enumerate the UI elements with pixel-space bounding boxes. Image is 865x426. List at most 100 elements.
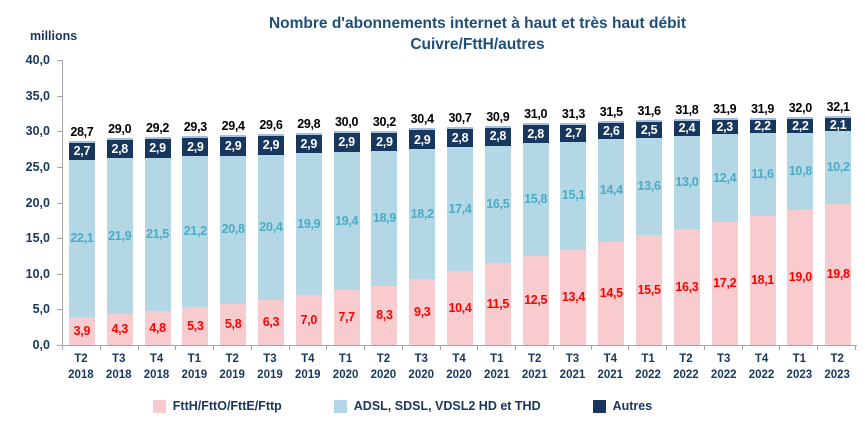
bar-segment-label-adsl: 22,1 [70, 231, 94, 246]
bar-segment-adsl: 18,2 [409, 149, 436, 279]
bar-segment-ftth: 18,1 [749, 216, 776, 345]
x-axis-quarter-label: T2 [679, 353, 693, 365]
bar-segment-ftth: 15,5 [636, 234, 663, 345]
bar-segment-autres: 2,2 [787, 117, 814, 133]
bar-segment-label-ftth: 9,3 [413, 304, 431, 319]
x-axis-tick-mark [741, 346, 743, 350]
bar-segment-ftth: 6,3 [257, 300, 284, 345]
bar-segment-label-adsl: 17,4 [448, 201, 472, 216]
bar-total-label: 32,0 [788, 101, 812, 116]
bar-segment-label-adsl: 15,1 [561, 188, 586, 203]
x-axis-category-label: T2 2019 [213, 351, 251, 383]
x-axis-year-label: 2022 [673, 369, 699, 381]
bar-segment-ftth: 13,4 [560, 249, 587, 345]
x-axis-year-label: 2022 [635, 369, 661, 381]
y-axis-tick-mark [57, 345, 62, 346]
bar-segment-adsl: 13,6 [636, 137, 663, 235]
bar-segment-autres: 2,9 [220, 134, 247, 156]
bar-stack: 2,8 16,5 11,5 [484, 125, 511, 345]
bar-segment-adsl: 17,4 [447, 146, 474, 271]
x-axis-year-label: 2023 [824, 369, 850, 381]
bar-segment-label-autres: 2,8 [489, 129, 507, 144]
x-axis-tick-mark [175, 346, 177, 350]
bar-segment-adsl: 12,4 [711, 134, 738, 223]
bar-segment-autres: 2,6 [598, 120, 625, 140]
x-axis-year-label: 2019 [219, 369, 245, 381]
x-axis-category-label: T2 2023 [818, 351, 856, 383]
legend-item-adsl: ADSL, SDSL, VDSL2 HD et THD [333, 399, 541, 413]
bar-segment-label-autres: 2,2 [754, 119, 771, 134]
bar-segment-ftth: 16,3 [673, 228, 700, 345]
bar-segment-label-adsl: 21,5 [145, 226, 170, 241]
bar-segment-label-autres: 2,2 [792, 118, 809, 133]
bar-segment-label-adsl: 11,6 [751, 167, 774, 182]
bar-segment-adsl: 15,8 [522, 143, 549, 256]
y-axis-tick-mark [57, 273, 62, 275]
bar-segment-label-ftth: 5,3 [187, 318, 204, 333]
bar-segment-label-ftth: 18,1 [750, 273, 775, 288]
x-axis-year-label: 2020 [370, 369, 397, 381]
bar-column: 30,9 2,8 16,5 11,5 [479, 60, 517, 345]
bar-segment-label-autres: 2,8 [111, 142, 128, 157]
bar-segment-label-ftth: 10,4 [448, 300, 472, 315]
bar-segment-label-autres: 2,8 [527, 127, 544, 142]
bar-segment-autres: 2,7 [68, 140, 95, 160]
bar-column: 31,3 2,7 15,1 13,4 [555, 60, 593, 345]
bar-column: 31,0 2,8 15,8 12,5 [517, 60, 555, 345]
bar-segment-label-adsl: 20,8 [221, 222, 245, 237]
y-axis-tick-label: 30,0 [25, 124, 50, 139]
bar-column: 30,7 2,8 17,4 10,4 [441, 60, 479, 345]
bar-segment-label-ftth: 19,8 [826, 267, 850, 282]
bar-segment-ftth: 12,5 [522, 255, 549, 345]
x-axis-year-label: 2019 [257, 369, 283, 381]
y-axis-tick-label: 0,0 [32, 338, 50, 352]
bar-segment-adsl: 19,9 [295, 153, 322, 296]
bar-stack: 2,9 21,2 5,3 [182, 135, 209, 345]
bar-total-label: 30,9 [486, 109, 510, 124]
bar-total-label: 30,4 [410, 112, 434, 127]
x-axis-tick-mark [703, 346, 705, 350]
x-axis-quarter-label: T2 [74, 353, 88, 365]
bar-segment-label-adsl: 19,4 [335, 213, 359, 228]
legend-swatch-ftth [152, 399, 166, 413]
bar-segment-adsl: 21,5 [144, 157, 171, 311]
bar-total-label: 30,2 [372, 114, 396, 129]
bar-stack: 2,5 13,6 15,5 [636, 119, 663, 345]
bar-segment-label-adsl: 20,4 [259, 220, 283, 235]
bar-column: 29,0 2,8 21,9 4,3 [101, 60, 139, 345]
x-axis-tick-mark [401, 346, 403, 350]
bar-segment-autres: 2,8 [106, 138, 133, 159]
x-axis-category-label: T2 2022 [667, 351, 705, 383]
bar-column: 31,5 2,6 14,4 14,5 [592, 60, 630, 345]
y-axis-tick-mark [57, 95, 62, 97]
bar-segment-ftth: 3,9 [68, 317, 95, 345]
bar-segment-label-autres: 2,9 [300, 136, 318, 151]
bar-segment-ftth: 17,2 [711, 222, 738, 345]
bar-total-label: 31,9 [750, 101, 775, 116]
chart-title-line1: Nombre d'abonnements internet à haut et … [268, 15, 687, 32]
x-axis-tick-mark [364, 346, 365, 350]
legend-item-autres: Autres [592, 399, 652, 413]
bar-segment-ftth: 5,3 [182, 307, 209, 345]
x-axis-tick-mark [99, 346, 101, 350]
bar-column: 30,4 2,9 18,2 9,3 [403, 60, 441, 345]
legend-swatch-adsl [333, 399, 347, 413]
bars-row: 28,7 2,7 22,1 3,9 29,0 2,8 21,9 4,3 29,2 2,9 21,5 4… [63, 60, 857, 345]
x-axis-category-label: T3 2018 [100, 351, 138, 383]
bar-segment-label-autres: 2,9 [262, 138, 280, 153]
bar-segment-autres: 2,9 [182, 135, 209, 157]
x-axis-year-label: 2020 [332, 369, 359, 381]
bar-segment-label-autres: 2,9 [338, 135, 355, 150]
x-axis-tick-mark [288, 346, 290, 350]
bar-segment-adsl: 10,2 [825, 131, 852, 204]
bar-column: 29,2 2,9 21,5 4,8 [139, 60, 177, 345]
x-axis-quarter-label: T3 [112, 353, 126, 365]
x-axis-year-label: 2019 [294, 369, 321, 381]
bar-segment-label-ftth: 7,0 [300, 312, 318, 327]
x-axis-year-label: 2023 [786, 369, 813, 381]
bar-segment-label-adsl: 10,8 [788, 163, 812, 178]
x-axis-quarter-label: T1 [792, 353, 807, 365]
bar-segment-autres: 2,3 [711, 117, 738, 135]
x-axis-quarter-label: T3 [414, 353, 428, 365]
